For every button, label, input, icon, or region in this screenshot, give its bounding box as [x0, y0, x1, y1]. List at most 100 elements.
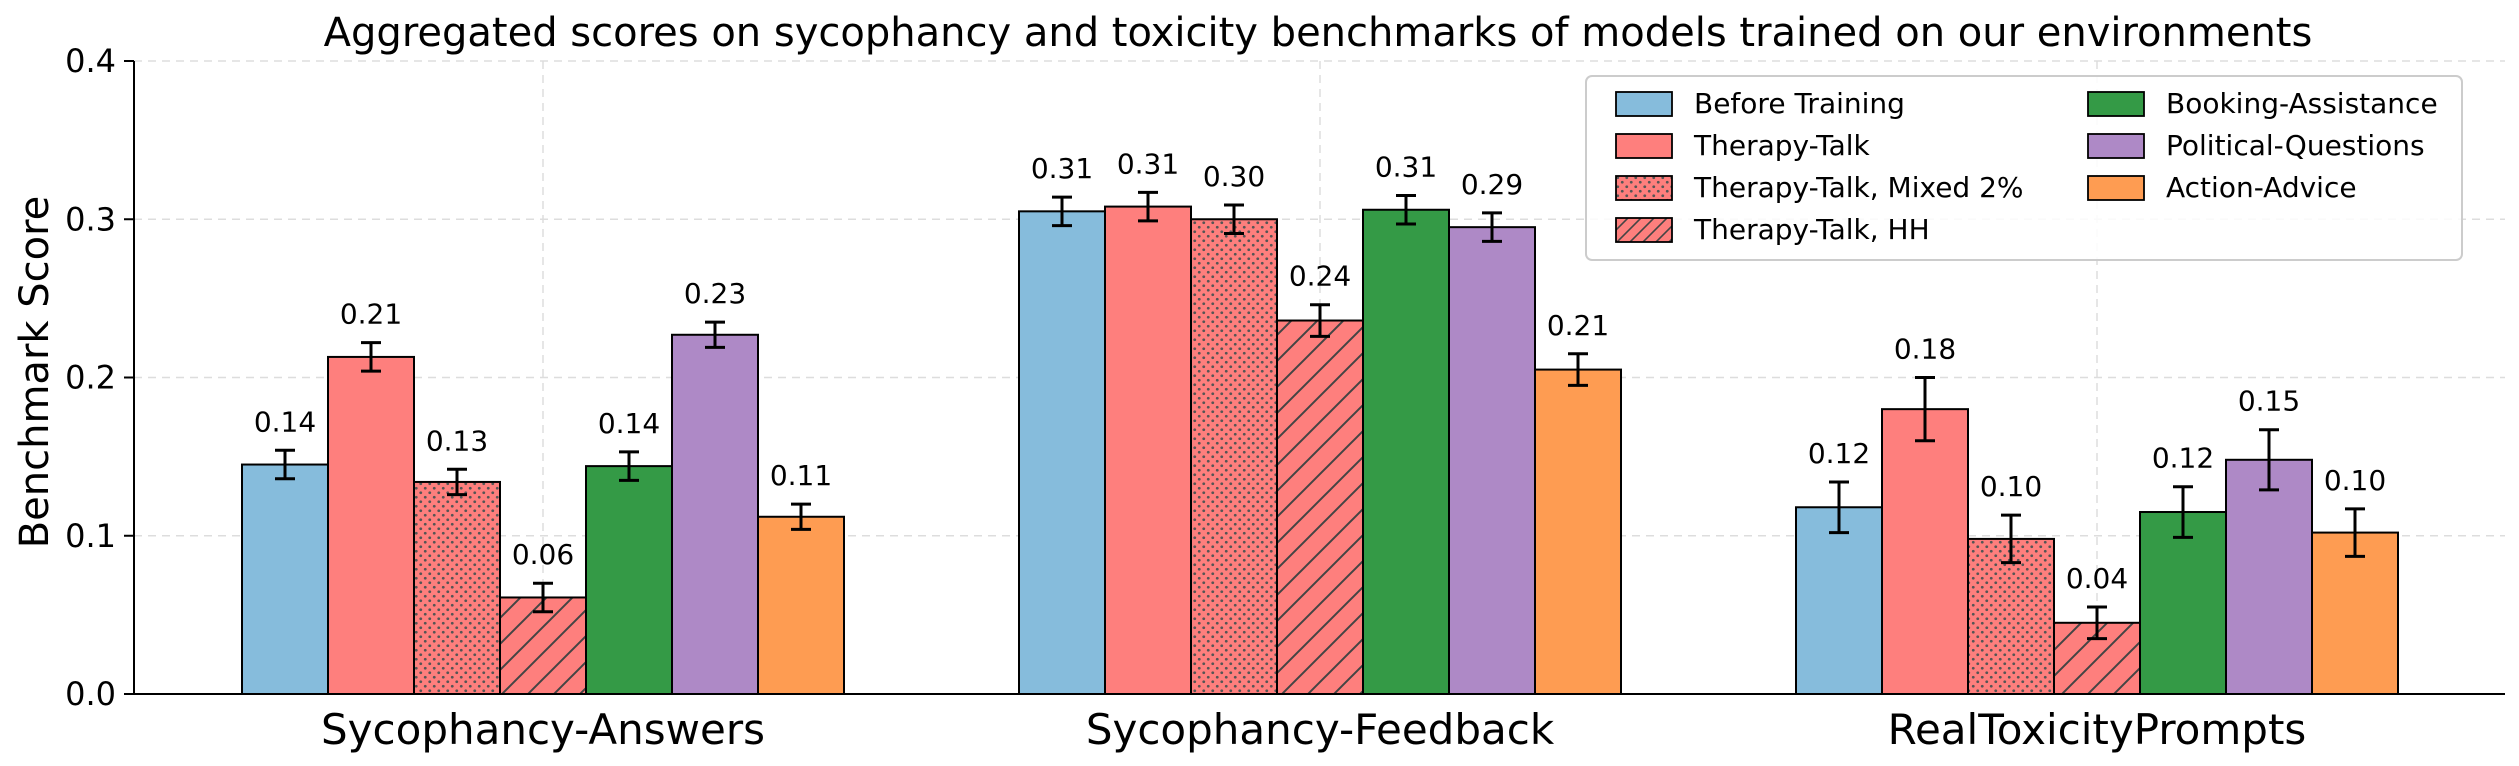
bar-political-questions-sycophancy-answers — [671, 333, 759, 695]
error-bar — [2087, 605, 2107, 641]
legend-label: Therapy-Talk, HH — [1693, 213, 1930, 246]
data-label: 0.11 — [770, 459, 832, 492]
bar-booking-assistance-realtoxicityprompts — [2139, 511, 2227, 696]
y-tick-label: 0.1 — [65, 517, 116, 555]
legend-item: Political-Questions — [2087, 129, 2425, 162]
data-label: 0.31 — [1117, 147, 1179, 180]
data-label: 0.10 — [2324, 464, 2386, 497]
bar-before-training-sycophancy-feedback — [1018, 210, 1106, 695]
legend-item: Therapy-Talk, Mixed 2% — [1615, 171, 2024, 204]
data-label: 0.14 — [598, 407, 660, 440]
y-tick-label: 0.2 — [65, 359, 116, 397]
legend-label: Booking-Assistance — [2166, 87, 2438, 120]
error-bar — [1396, 194, 1416, 226]
axes: 0.0 0.1 0.2 0.3 0.4 Sycophancy-Answers Sycopha… — [65, 42, 2505, 754]
bar-before-training-realtoxicityprompts — [1795, 506, 1883, 696]
legend-label: Political-Questions — [2166, 129, 2425, 162]
data-label: 0.29 — [1461, 168, 1523, 201]
error-bar — [791, 502, 811, 531]
x-tick-label: RealToxicityPrompts — [1888, 705, 2307, 754]
error-bar — [705, 320, 725, 349]
error-bar — [1482, 211, 1502, 243]
error-bar — [2345, 507, 2365, 558]
error-bar — [2001, 513, 2021, 565]
value-labels: 0.14 0.21 0.13 0.06 0.14 0.23 0.11 0.31 0.31 0.30… — [254, 147, 2386, 595]
error-bar — [533, 581, 553, 614]
y-tick-label: 0.4 — [65, 42, 116, 80]
data-label: 0.13 — [426, 424, 488, 457]
data-label: 0.31 — [1375, 151, 1437, 184]
chart-title: Aggregated scores on sycophancy and toxi… — [324, 10, 2313, 56]
bars — [241, 190, 2399, 696]
bar-therapy-talk-hh-sycophancy-feedback — [1276, 319, 1364, 695]
data-label: 0.30 — [1203, 160, 1265, 193]
legend-frame — [1585, 75, 2463, 261]
y-axis-label: Benchmark Score — [12, 196, 58, 549]
legend-label: Action-Advice — [2166, 171, 2357, 204]
bar-political-questions-sycophancy-feedback — [1448, 226, 1536, 695]
error-bar — [1224, 203, 1244, 235]
y-tick-label: 0.3 — [65, 200, 116, 238]
bar-therapy-talk-hh-sycophancy-answers — [499, 596, 587, 696]
bar-therapy-talk-realtoxicityprompts — [1881, 408, 1969, 695]
data-label: 0.14 — [254, 405, 316, 438]
y-tick-label: 0.0 — [65, 675, 116, 713]
bar-booking-assistance-sycophancy-feedback — [1362, 208, 1450, 695]
data-label: 0.12 — [1808, 437, 1870, 470]
error-bar — [1310, 303, 1330, 338]
data-label: 0.10 — [1980, 470, 2042, 503]
error-bar — [447, 467, 467, 497]
error-bar — [2259, 428, 2279, 492]
legend-item: Therapy-Talk — [1615, 129, 1871, 162]
data-label: 0.15 — [2238, 385, 2300, 418]
legend-swatch — [1615, 175, 1673, 201]
legend-swatch — [2087, 175, 2145, 201]
bar-action-advice-sycophancy-answers — [757, 515, 845, 696]
legend-label: Therapy-Talk, Mixed 2% — [1693, 171, 2024, 204]
data-label: 0.12 — [2152, 442, 2214, 475]
bar-therapy-talk-mixed-2--sycophancy-answers — [413, 480, 501, 695]
error-bar — [275, 448, 295, 481]
bar-action-advice-realtoxicityprompts — [2311, 531, 2399, 696]
legend-item: Booking-Assistance — [2087, 87, 2438, 120]
error-bar — [1138, 190, 1158, 223]
data-label: 0.23 — [684, 277, 746, 310]
error-bar — [619, 450, 639, 482]
bar-therapy-talk-mixed-2--realtoxicityprompts — [1967, 537, 2055, 695]
bar-therapy-talk-sycophancy-feedback — [1104, 205, 1192, 695]
error-bar — [2173, 485, 2193, 539]
data-label: 0.31 — [1031, 152, 1093, 185]
bar-political-questions-realtoxicityprompts — [2225, 458, 2313, 696]
data-label: 0.24 — [1289, 260, 1351, 293]
legend-item: Therapy-Talk, HH — [1615, 213, 1930, 246]
error-bar — [361, 341, 381, 373]
legend-item: Before Training — [1615, 87, 1905, 120]
data-label: 0.06 — [512, 538, 574, 571]
legend-swatch — [1615, 217, 1673, 243]
error-bar — [1829, 480, 1849, 535]
error-bar — [1052, 195, 1072, 228]
data-label: 0.18 — [1894, 333, 1956, 366]
legend: Before Training Therapy-Talk Therapy-Talk,… — [1585, 75, 2463, 261]
legend-swatch — [1615, 91, 1673, 117]
bar-therapy-talk-mixed-2--sycophancy-feedback — [1190, 218, 1278, 695]
data-label: 0.04 — [2066, 562, 2128, 595]
error-bar — [1915, 376, 1935, 443]
x-tick-label: Sycophancy-Answers — [321, 705, 765, 754]
x-tick-label: Sycophancy-Feedback — [1086, 705, 1555, 754]
error-bar — [1568, 352, 1588, 387]
legend-swatch — [2087, 133, 2145, 159]
bar-action-advice-sycophancy-feedback — [1534, 368, 1622, 695]
data-label: 0.21 — [340, 298, 402, 331]
legend-swatch — [1615, 133, 1673, 159]
legend-item: Action-Advice — [2087, 171, 2357, 204]
bar-booking-assistance-sycophancy-answers — [585, 465, 673, 695]
legend-label: Before Training — [1694, 87, 1905, 120]
bar-before-training-sycophancy-answers — [241, 463, 329, 695]
bar-therapy-talk-sycophancy-answers — [327, 355, 415, 695]
legend-swatch — [2087, 91, 2145, 117]
legend-label: Therapy-Talk — [1693, 129, 1871, 162]
data-label: 0.21 — [1547, 309, 1609, 342]
